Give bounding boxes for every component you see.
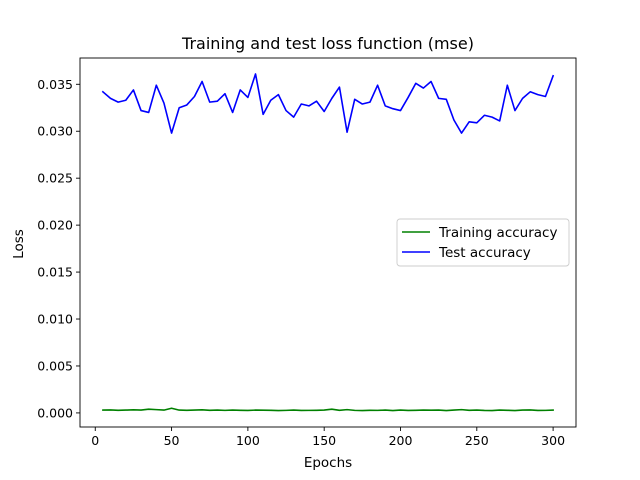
legend-box — [396, 218, 570, 267]
series-line-training — [102, 407, 554, 412]
chart-title: Training and test loss function (mse) — [181, 34, 474, 53]
y-tick-label: 0.030 — [37, 124, 73, 139]
legend-label-test: Test accuracy — [438, 245, 531, 261]
legend-label-training: Training accuracy — [438, 225, 557, 241]
y-tick-label: 0.015 — [37, 265, 73, 280]
x-tick-label: 300 — [541, 433, 565, 448]
axes-frame — [79, 57, 577, 428]
y-tick-label: 0.035 — [37, 77, 73, 92]
x-axis-label: Epochs — [304, 455, 352, 471]
series-line-test — [101, 73, 555, 134]
y-tick-label: 0.020 — [37, 218, 73, 233]
y-axis-label: Loss — [11, 229, 27, 259]
x-tick-label: 150 — [312, 433, 336, 448]
x-tick-label: 100 — [236, 433, 260, 448]
y-tick-label: 0.005 — [37, 358, 73, 373]
x-tick-label: 0 — [91, 433, 99, 448]
x-tick-label: 200 — [389, 433, 413, 448]
legend: Training accuracy Test accuracy — [396, 218, 570, 267]
x-tick-label: 50 — [164, 433, 180, 448]
y-tick-label: 0.000 — [37, 405, 73, 420]
plot-area: 0 50 100 150 200 250 300 0.000 0.005 0.010 0.015 0.… — [37, 57, 577, 448]
y-tick-label: 0.025 — [37, 171, 73, 186]
y-tick-label: 0.010 — [37, 312, 73, 327]
x-tick-label: 250 — [465, 433, 489, 448]
